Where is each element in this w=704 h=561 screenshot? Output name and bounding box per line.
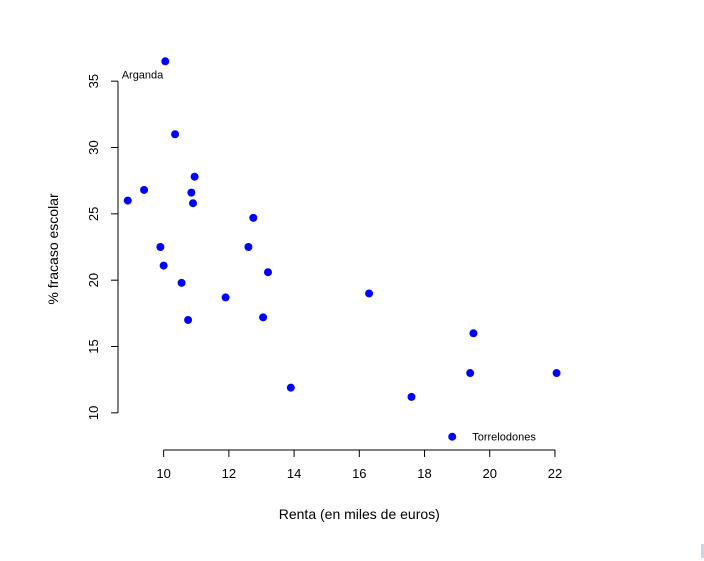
y-tick-label: 10 bbox=[86, 406, 101, 420]
point-annotation: Arganda bbox=[122, 69, 164, 81]
x-axis-ticks: 10 12 14 16 18 20 22 bbox=[156, 450, 562, 481]
data-point bbox=[161, 57, 170, 66]
y-axis-title: % fracaso escolar bbox=[45, 193, 61, 305]
y-tick-label: 30 bbox=[86, 140, 101, 154]
x-axis-title: Renta (en miles de euros) bbox=[279, 506, 440, 522]
data-point bbox=[552, 369, 561, 378]
point-annotation: Torrelodones bbox=[472, 432, 536, 444]
x-tick-label: 14 bbox=[287, 466, 301, 481]
data-point bbox=[365, 289, 374, 298]
data-point bbox=[259, 313, 268, 322]
data-point bbox=[184, 315, 193, 324]
data-point bbox=[171, 130, 180, 139]
data-point bbox=[190, 172, 199, 181]
data-point bbox=[177, 278, 186, 287]
y-tick-label: 15 bbox=[86, 339, 101, 353]
data-point bbox=[159, 261, 168, 270]
x-tick-label: 16 bbox=[352, 466, 366, 481]
data-point bbox=[286, 383, 295, 392]
data-point bbox=[249, 213, 258, 222]
x-tick-label: 22 bbox=[548, 466, 562, 481]
data-point bbox=[140, 185, 149, 194]
data-point bbox=[187, 188, 196, 197]
data-point bbox=[244, 243, 253, 252]
data-point bbox=[189, 199, 197, 208]
y-tick-label: 25 bbox=[86, 207, 101, 221]
data-point bbox=[466, 369, 475, 378]
point-annotations: Arganda Torrelodones bbox=[122, 69, 537, 443]
data-point bbox=[221, 293, 230, 302]
window-edge-marker bbox=[701, 544, 704, 558]
x-tick-label: 10 bbox=[156, 466, 170, 481]
data-point bbox=[407, 392, 416, 401]
data-point bbox=[264, 268, 272, 277]
data-point bbox=[448, 432, 457, 441]
y-tick-label: 35 bbox=[86, 74, 101, 88]
x-tick-label: 12 bbox=[222, 466, 236, 481]
data-points bbox=[123, 57, 561, 441]
data-point bbox=[156, 243, 165, 252]
data-point bbox=[469, 329, 478, 338]
x-tick-label: 18 bbox=[417, 466, 431, 481]
data-point bbox=[123, 196, 132, 205]
axes: 10 12 14 16 18 20 22 10 15 20 25 30 35 bbox=[86, 74, 562, 481]
x-tick-label: 20 bbox=[483, 466, 497, 481]
y-tick-label: 20 bbox=[86, 273, 101, 287]
y-axis-ticks: 10 15 20 25 30 35 bbox=[86, 74, 118, 420]
